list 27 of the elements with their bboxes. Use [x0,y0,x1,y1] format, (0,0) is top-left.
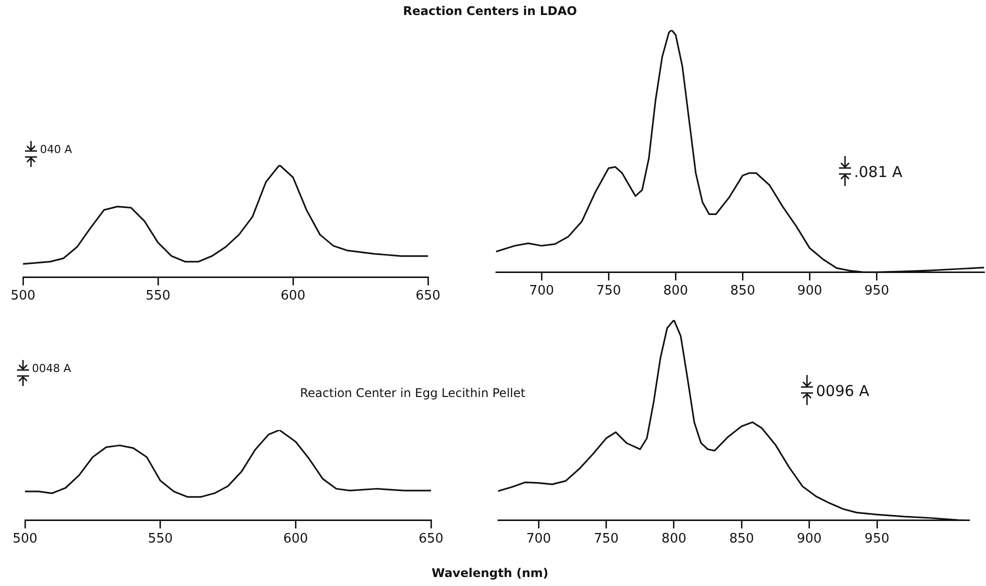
x-tick-label: 950 [864,284,890,299]
x-tick-label: 850 [730,284,756,299]
x-tick-label: 550 [148,532,173,547]
x-axis-title: Wavelength (nm) [432,566,548,580]
x-tick-label: 900 [796,532,822,547]
x-tick-label: 900 [797,284,822,299]
x-tick-label: 950 [864,532,890,547]
x-tick-label: 800 [663,284,688,299]
text: 040 A [40,143,72,156]
x-tick-label: 750 [596,284,622,299]
annotation: 0096 A [816,382,870,400]
text: 0048 A [32,362,72,375]
x-tick-label: 500 [10,288,36,304]
x-tick-label: 550 [146,288,170,304]
x-tick-label: 850 [729,532,754,547]
x-tick-label: 700 [529,284,554,299]
x-tick-label: 650 [418,532,444,547]
text: Reaction Centers in LDAO [403,4,577,18]
x-tick-label: 800 [662,532,686,547]
x-tick-label: 500 [12,532,38,547]
x-tick-label: 650 [416,288,440,304]
x-tick-label: 600 [283,532,308,547]
annotation: .081 A [854,163,902,181]
x-tick-label: 750 [594,532,619,547]
x-tick-label: 600 [280,288,306,304]
x-tick-label: 700 [526,532,552,547]
chart-title: Reaction Center in Egg Lecithin Pellet [300,386,526,400]
